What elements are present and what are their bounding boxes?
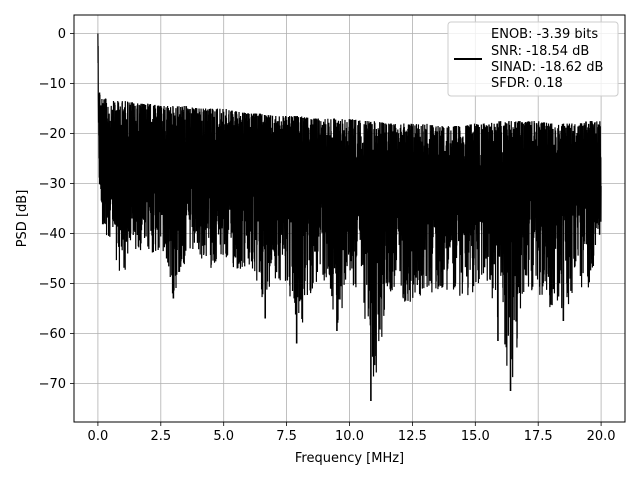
x-tick-label: 17.5 bbox=[524, 429, 553, 444]
y-axis-ticks: 0 −10 −20 −30 −40 −50 −60 −70 bbox=[39, 27, 74, 392]
x-tick-label: 0.0 bbox=[88, 429, 109, 444]
x-tick-label: 12.5 bbox=[398, 429, 427, 444]
psd-trace bbox=[97, 33, 602, 401]
legend-box bbox=[447, 21, 619, 97]
x-tick-label: 5.0 bbox=[213, 429, 234, 444]
y-tick-label: −50 bbox=[39, 277, 66, 292]
legend-entry-sfdr: SFDR: 0.18 bbox=[491, 76, 563, 91]
x-axis-ticks: 0.0 2.5 5.0 7.5 10.0 12.5 15.0 17.5 20.0 bbox=[88, 422, 616, 444]
legend-entry-enob: ENOB: -3.39 bits bbox=[491, 27, 598, 42]
x-tick-label: 20.0 bbox=[587, 429, 616, 444]
y-tick-label: −10 bbox=[39, 77, 66, 92]
y-axis-label: PSD [dB] bbox=[15, 190, 30, 248]
y-tick-label: −30 bbox=[39, 177, 66, 192]
legend-entry-sinad: SINAD: -18.62 dB bbox=[491, 60, 603, 75]
x-axis-label: Frequency [MHz] bbox=[295, 451, 404, 466]
legend-entry-snr: SNR: -18.54 dB bbox=[491, 44, 589, 59]
y-tick-label: −20 bbox=[39, 127, 66, 142]
legend: ENOB: -3.39 bits SNR: -18.54 dB SINAD: -… bbox=[447, 21, 619, 97]
y-tick-label: −40 bbox=[39, 227, 66, 242]
y-tick-label: 0 bbox=[58, 27, 66, 42]
x-tick-label: 10.0 bbox=[335, 429, 364, 444]
psd-series-line bbox=[97, 33, 602, 378]
y-tick-label: −60 bbox=[39, 327, 66, 342]
x-tick-label: 2.5 bbox=[150, 429, 171, 444]
x-tick-label: 7.5 bbox=[276, 429, 297, 444]
x-tick-label: 15.0 bbox=[461, 429, 490, 444]
y-tick-label: −70 bbox=[39, 377, 66, 392]
